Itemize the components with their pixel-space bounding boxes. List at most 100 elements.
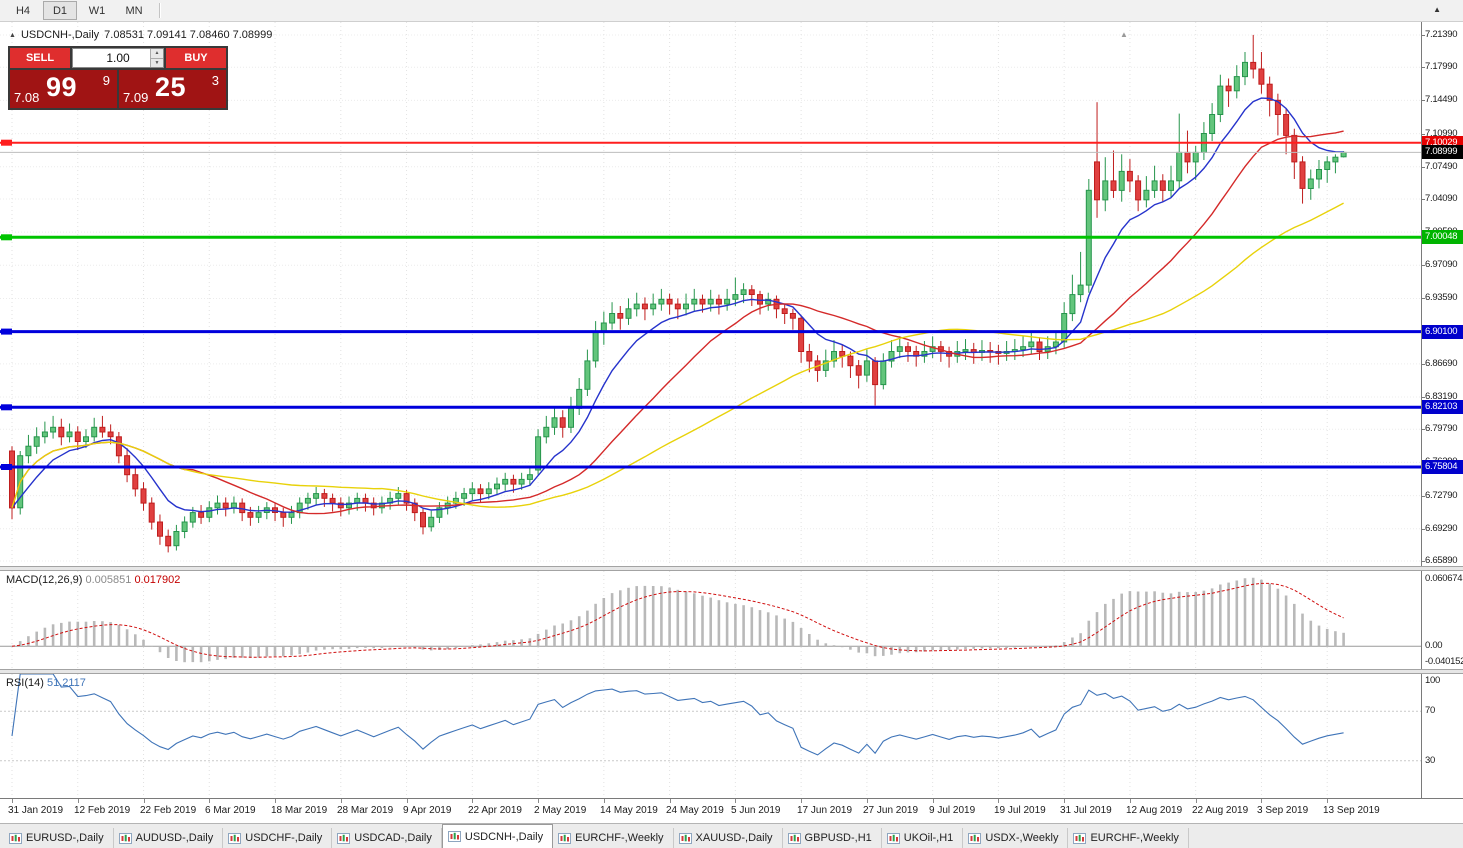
date-label: 22 Aug 2019 <box>1192 805 1249 816</box>
volume-spinner: ▲ ▼ <box>150 49 163 67</box>
macd-canvas[interactable] <box>0 571 1421 669</box>
price-axis-tick <box>1422 364 1425 365</box>
price-axis-tick <box>1422 265 1425 266</box>
timeframe-button-mn[interactable]: MN <box>125 4 143 17</box>
price-axis-label: 6.97090 <box>1425 259 1458 270</box>
volume-down-icon[interactable]: ▼ <box>150 58 163 67</box>
chart-title-ohlc: 7.08531 7.09141 7.08460 7.08999 <box>104 29 273 41</box>
price-axis-label: 6.79790 <box>1425 423 1458 434</box>
chart-tab-icon <box>678 832 692 844</box>
time-axis-tick <box>801 799 802 803</box>
chart-tab-icon <box>787 832 801 844</box>
panel-separator-macd[interactable] <box>0 566 1463 571</box>
hline-left-marker[interactable] <box>1 464 12 470</box>
chart-tab-eurchfweekly[interactable]: EURCHF-,Weekly <box>553 828 674 848</box>
ma-line-9 <box>11 97 1344 513</box>
chart-title: ▲ USDCNH-,Daily 7.08531 7.09141 7.08460 … <box>9 29 272 41</box>
hline-left-marker[interactable] <box>1 328 12 335</box>
rsi-line <box>11 674 1344 756</box>
chart-tab-usdcaddaily[interactable]: USDCAD-,Daily <box>332 828 442 848</box>
time-axis-tick <box>275 799 276 803</box>
hline-left-marker[interactable] <box>1 404 12 411</box>
chart-tab-usdcnhdaily[interactable]: USDCNH-,Daily <box>441 824 554 848</box>
price-axis-tick <box>1422 100 1425 101</box>
chart-tab-eurchfweekly[interactable]: EURCHF-,Weekly <box>1068 828 1189 848</box>
time-axis-tick <box>998 799 999 803</box>
chart-tab-ukoilh1[interactable]: UKOil-,H1 <box>882 828 964 848</box>
date-label: 17 Jun 2019 <box>797 805 853 816</box>
chart-tab-gbpusdh1[interactable]: GBPUSD-,H1 <box>783 828 882 848</box>
price-axis-label: 7.21390 <box>1425 29 1458 40</box>
time-axis-tick <box>867 799 868 803</box>
chart-tab-label: UKOil-,H1 <box>903 832 954 844</box>
chart-tab-label: USDCHF-,Daily <box>245 832 323 844</box>
timeframe-button-d1[interactable]: D1 <box>43 1 77 20</box>
main-chart-canvas[interactable] <box>0 22 1421 566</box>
date-label: 3 Sep 2019 <box>1257 805 1309 816</box>
rsi-canvas[interactable] <box>0 674 1421 798</box>
ma-line-45 <box>11 202 1344 509</box>
time-axis-tick <box>1196 799 1197 803</box>
price-axis-label: 6.65890 <box>1425 555 1458 566</box>
time-axis-tick <box>209 799 210 803</box>
chart-tab-audusddaily[interactable]: AUDUSD-,Daily <box>114 828 224 848</box>
date-label: 18 Mar 2019 <box>271 805 328 816</box>
main-chart-panel[interactable]: ▲ USDCNH-,Daily 7.08531 7.09141 7.08460 … <box>0 22 1421 566</box>
price-axis-tick <box>1422 298 1425 299</box>
sell-button[interactable]: SELL <box>10 48 70 68</box>
time-axis-tick <box>1261 799 1262 803</box>
time-axis-tick <box>933 799 934 803</box>
price-axis-label: 7.14490 <box>1425 94 1458 105</box>
chart-tab-label: GBPUSD-,H1 <box>804 832 872 844</box>
volume-field[interactable]: 1.00 ▲ ▼ <box>72 48 164 68</box>
price-axis-tick <box>1422 397 1425 398</box>
date-label: 31 Jul 2019 <box>1060 805 1112 816</box>
chart-tab-usdchfdaily[interactable]: USDCHF-,Daily <box>223 828 333 848</box>
rsi-axis-label: 30 <box>1425 755 1435 766</box>
macd-axis-label: -0.040152 <box>1425 656 1463 667</box>
rsi-grid-layer <box>11 674 1328 798</box>
timeframe-button-h4[interactable]: H4 <box>15 4 31 17</box>
time-axis-tick <box>538 799 539 803</box>
rsi-panel[interactable]: RSI(14) 51.2117 <box>0 674 1421 798</box>
date-label: 24 May 2019 <box>666 805 724 816</box>
grid-layer <box>0 22 1421 566</box>
time-axis-tick <box>407 799 408 803</box>
time-axis-tick <box>1327 799 1328 803</box>
timeframe-buttons: H4 D1 W1 MN <box>6 1 154 20</box>
time-axis-tick <box>1064 799 1065 803</box>
time-axis-tick <box>1130 799 1131 803</box>
time-axis[interactable]: 31 Jan 2019 12 Feb 2019 22 Feb 2019 6 Mar 2… <box>0 798 1463 823</box>
time-axis-tick <box>735 799 736 803</box>
chart-tab-xauusddaily[interactable]: XAUUSD-,Daily <box>674 828 783 848</box>
toolbar-scroll-up-icon[interactable]: ▲ <box>1433 5 1441 14</box>
price-axis-label: 6.72790 <box>1425 490 1458 501</box>
time-axis-tick <box>78 799 79 803</box>
chart-tab-eurusddaily[interactable]: EURUSD-,Daily <box>4 828 114 848</box>
hline-left-marker[interactable] <box>1 234 12 241</box>
price-axis[interactable]: 7.10029 7.08999 7.00048 6.90100 6.82103 6.758… <box>1421 22 1463 798</box>
price-axis-label: 6.83190 <box>1425 391 1458 402</box>
timeframe-toolbar: H4 D1 W1 MN ▲ <box>0 0 1463 22</box>
macd-axis-label: 0.060674 <box>1425 573 1463 584</box>
buy-button[interactable]: BUY <box>166 48 226 68</box>
date-label: 28 Mar 2019 <box>337 805 394 816</box>
hline-left-marker[interactable] <box>1 139 12 146</box>
chart-title-symbol: USDCNH-,Daily <box>20 29 100 41</box>
macd-signal-line <box>11 582 1344 658</box>
volume-up-icon[interactable]: ▲ <box>150 49 163 59</box>
bid-price-prefix: 7.08 <box>14 90 40 105</box>
panel-separator-rsi[interactable] <box>0 669 1463 674</box>
timeframe-button-w1[interactable]: W1 <box>88 4 106 17</box>
chart-tab-usdxweekly[interactable]: USDX-,Weekly <box>963 828 1069 848</box>
bid-price-display[interactable]: 7.08 99 9 <box>10 70 117 108</box>
price-axis-tick <box>1422 429 1425 430</box>
date-label: 6 Mar 2019 <box>205 805 256 816</box>
price-axis-label: 7.07490 <box>1425 161 1458 172</box>
price-axis-tick <box>1422 167 1425 168</box>
chart-tab-icon <box>1073 832 1087 844</box>
ask-price-display[interactable]: 7.09 25 3 <box>119 70 226 108</box>
chart-tab-label: EURCHF-,Weekly <box>1090 832 1179 844</box>
chart-collapse-icon[interactable]: ▲ <box>1120 30 1128 39</box>
macd-panel[interactable]: MACD(12,26,9) 0.005851 0.017902 <box>0 571 1421 669</box>
